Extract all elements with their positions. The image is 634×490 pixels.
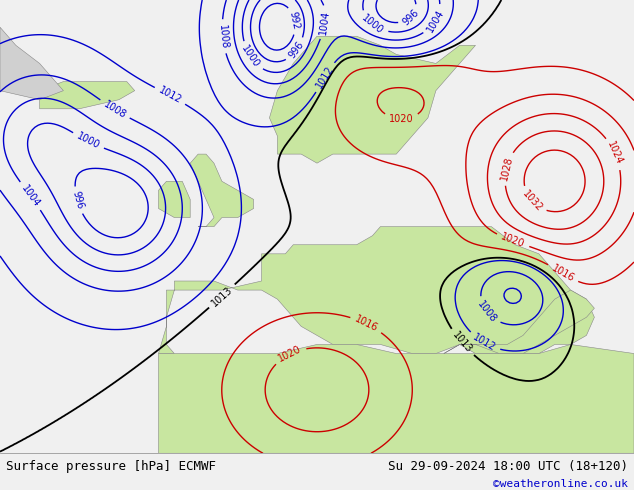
Text: 1000: 1000 (75, 131, 101, 151)
Text: 996: 996 (287, 40, 306, 60)
Text: 1024: 1024 (605, 140, 624, 167)
Text: 1020: 1020 (276, 344, 303, 364)
Text: 1012: 1012 (471, 332, 498, 353)
Text: 1004: 1004 (425, 7, 446, 34)
Polygon shape (158, 226, 595, 354)
Text: 1016: 1016 (550, 263, 576, 284)
Text: 1032: 1032 (520, 189, 544, 214)
Text: 1000: 1000 (360, 13, 385, 36)
Polygon shape (269, 36, 476, 163)
Text: 1020: 1020 (389, 114, 414, 124)
Polygon shape (158, 344, 634, 453)
Text: Surface pressure [hPa] ECMWF: Surface pressure [hPa] ECMWF (6, 460, 216, 473)
Text: 1000: 1000 (240, 44, 262, 70)
Polygon shape (39, 81, 134, 109)
Text: 1016: 1016 (353, 314, 380, 334)
Text: 992: 992 (288, 10, 301, 30)
Text: 1004: 1004 (19, 183, 42, 209)
Text: 1008: 1008 (101, 99, 127, 120)
Text: 996: 996 (70, 190, 85, 211)
Polygon shape (158, 181, 190, 218)
Text: 1008: 1008 (476, 299, 498, 325)
Text: ©weatheronline.co.uk: ©weatheronline.co.uk (493, 480, 628, 490)
Text: Su 29-09-2024 18:00 UTC (18+120): Su 29-09-2024 18:00 UTC (18+120) (387, 460, 628, 473)
Text: 1012: 1012 (314, 64, 335, 90)
Text: 1028: 1028 (499, 155, 514, 182)
Text: 1013: 1013 (210, 284, 235, 308)
Text: 1020: 1020 (500, 232, 526, 250)
Polygon shape (0, 27, 63, 99)
Text: 1012: 1012 (157, 85, 183, 106)
Text: 1004: 1004 (318, 9, 332, 35)
Text: 1013: 1013 (450, 330, 474, 355)
Polygon shape (190, 154, 254, 226)
Text: 1008: 1008 (217, 24, 229, 49)
Text: 996: 996 (401, 7, 421, 27)
Polygon shape (444, 290, 595, 354)
